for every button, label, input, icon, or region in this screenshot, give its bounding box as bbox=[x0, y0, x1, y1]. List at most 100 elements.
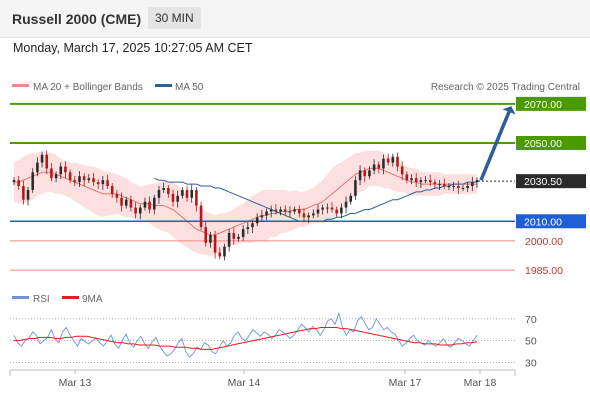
candle-body bbox=[40, 154, 44, 163]
candle-body bbox=[185, 189, 189, 198]
resistance-label: 2050.00 bbox=[524, 138, 562, 150]
candle-body bbox=[26, 189, 30, 200]
candle-body bbox=[438, 184, 441, 186]
candle-body bbox=[157, 189, 161, 198]
candle-body bbox=[106, 180, 109, 187]
candle-body bbox=[283, 209, 287, 212]
ma50-legend-label: MA 50 bbox=[175, 82, 204, 93]
candle-body bbox=[241, 229, 245, 237]
candle-body bbox=[265, 211, 268, 216]
candle-body bbox=[50, 168, 53, 179]
candle-body bbox=[330, 207, 334, 210]
candle-body bbox=[251, 223, 254, 228]
time-tick-label: Mar 18 bbox=[464, 377, 497, 389]
candle-body bbox=[316, 209, 320, 214]
candle-body bbox=[377, 164, 381, 169]
resistance-tag bbox=[516, 96, 586, 111]
candle-body bbox=[162, 188, 165, 190]
candle-body bbox=[354, 180, 357, 196]
candle-body bbox=[340, 207, 343, 214]
candle-body bbox=[134, 207, 137, 214]
candle-body bbox=[368, 170, 371, 177]
instrument-title: Russell 2000 (CME) bbox=[12, 11, 142, 27]
minor-level-label: 1985.00 bbox=[525, 265, 563, 277]
candles bbox=[12, 150, 479, 261]
candle-body bbox=[471, 182, 474, 187]
candle-body bbox=[223, 246, 226, 257]
candle-body bbox=[386, 158, 390, 163]
ma9-legend-swatch bbox=[62, 296, 79, 299]
candle-body bbox=[358, 170, 362, 181]
rsi-line bbox=[13, 311, 478, 358]
candle-body bbox=[199, 205, 203, 228]
candle-body bbox=[428, 180, 432, 183]
candle-body bbox=[344, 201, 348, 208]
candle-body bbox=[442, 184, 446, 187]
candle-body bbox=[45, 154, 49, 169]
candle-body bbox=[227, 233, 231, 247]
rsi-legend-label: RSI bbox=[33, 294, 50, 305]
candle-body bbox=[475, 180, 479, 183]
resistance-label: 2070.00 bbox=[524, 99, 562, 111]
candle-body bbox=[307, 215, 310, 218]
candle-body bbox=[400, 166, 404, 175]
candle-body bbox=[391, 156, 395, 163]
chart-header: Russell 2000 (CME) 30 MIN bbox=[0, 0, 590, 38]
candle-body bbox=[181, 189, 184, 196]
ma9-legend-label: 9MA bbox=[82, 294, 103, 305]
bollinger-legend-swatch bbox=[12, 84, 29, 87]
ma9-line bbox=[14, 327, 478, 350]
candle-body bbox=[204, 227, 208, 243]
time-tick-label: Mar 14 bbox=[228, 377, 261, 389]
rsi-tick-label: 70 bbox=[525, 314, 537, 326]
candle-body bbox=[260, 215, 264, 218]
ma50-legend-swatch bbox=[155, 84, 172, 87]
forecast-arrow bbox=[479, 106, 516, 181]
candle-body bbox=[321, 207, 324, 210]
candle-body bbox=[269, 209, 273, 212]
candle-body bbox=[59, 166, 63, 175]
candle-body bbox=[167, 188, 170, 194]
rsi-tick-label: 50 bbox=[525, 336, 537, 348]
time-tick-label: Mar 17 bbox=[389, 377, 422, 389]
candle-body bbox=[124, 199, 128, 206]
candle-body bbox=[82, 176, 86, 181]
timeframe-badge[interactable]: 30 MIN bbox=[148, 7, 201, 29]
candle-body bbox=[195, 189, 198, 206]
candle-body bbox=[302, 213, 306, 218]
candle-body bbox=[138, 207, 142, 214]
candle-body bbox=[349, 195, 353, 202]
candle-body bbox=[274, 209, 278, 212]
resistance-tag bbox=[516, 136, 586, 150]
forecast-arrow-shaft bbox=[479, 111, 511, 181]
candle-body bbox=[92, 178, 95, 183]
candle-body bbox=[12, 180, 16, 183]
candle-body bbox=[312, 213, 315, 216]
candle-body bbox=[293, 209, 296, 212]
candle-body bbox=[335, 209, 338, 214]
candle-body bbox=[96, 182, 100, 185]
rsi-panel: 70 50 30 bbox=[10, 311, 537, 370]
candle-body bbox=[101, 180, 105, 185]
candle-body bbox=[237, 236, 240, 239]
report-datetime: Monday, March 17, 2025 10:27:05 AM CET bbox=[13, 41, 253, 55]
candle-body bbox=[326, 207, 329, 209]
bollinger-legend-label: MA 20 + Bollinger Bands bbox=[33, 82, 143, 93]
candle-body bbox=[298, 209, 301, 214]
candle-body bbox=[153, 197, 156, 210]
support-label: 2010.00 bbox=[524, 216, 562, 228]
current-price-label: 2030.50 bbox=[524, 176, 562, 188]
candle-body bbox=[232, 233, 236, 239]
candle-body bbox=[255, 217, 259, 224]
candle-body bbox=[372, 164, 376, 171]
level-labels: 2070.00 2050.00 2030.50 2010.00 2000.00 1985.… bbox=[516, 96, 586, 277]
candle-body bbox=[466, 186, 469, 188]
candle-body bbox=[22, 186, 25, 200]
candle-body bbox=[87, 178, 91, 181]
candle-body bbox=[410, 178, 413, 181]
candle-body bbox=[424, 180, 427, 182]
credit-text: Research © 2025 Trading Central bbox=[431, 82, 580, 93]
candle-body bbox=[288, 211, 292, 213]
candle-body bbox=[143, 201, 147, 208]
